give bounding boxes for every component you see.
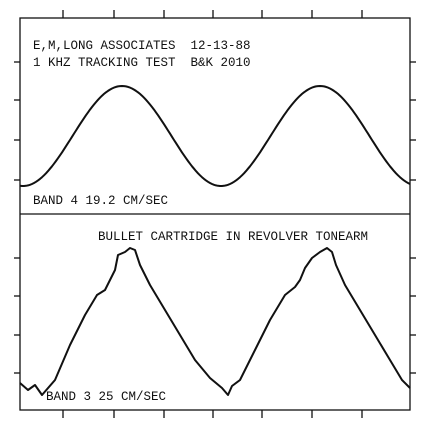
frame: [19, 17, 411, 411]
panel-label: BAND 4 19.2 CM/SEC: [33, 194, 168, 208]
panel-title: BULLET CARTRIDGE IN REVOLVER TONEARM: [98, 230, 368, 244]
panel-label: BAND 3 25 CM/SEC: [46, 390, 166, 404]
header-line: 1 KHZ TRACKING TEST B&K 2010: [33, 56, 251, 70]
header-line: E,M,LONG ASSOCIATES 12-13-88: [33, 39, 251, 53]
upper-waveform: [19, 85, 411, 187]
ticks: [14, 10, 416, 418]
lower-waveform: [19, 247, 411, 396]
